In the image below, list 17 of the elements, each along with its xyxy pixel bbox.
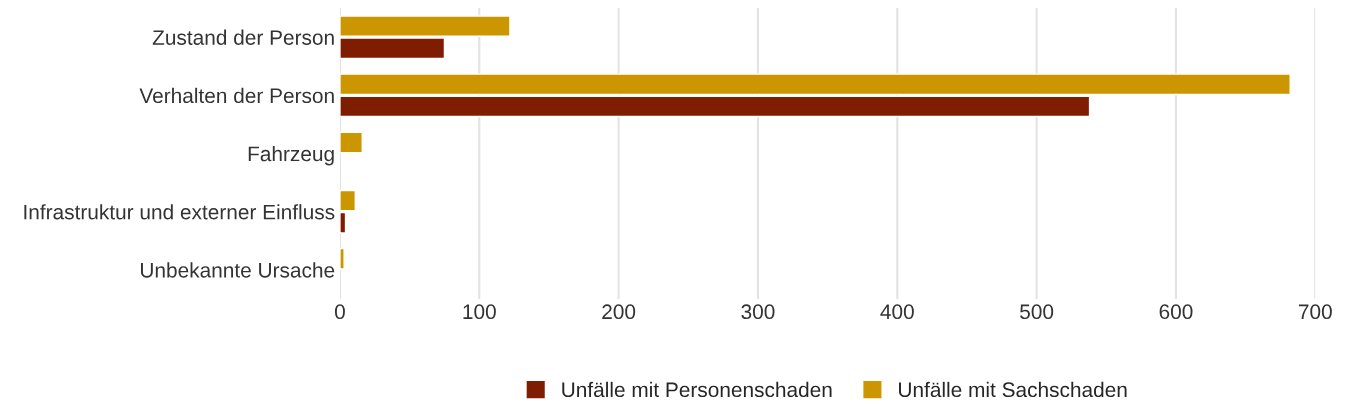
y-tick-label: Unbekannte Ursache (140, 262, 335, 278)
x-tick-label: 300 (741, 304, 775, 320)
bar (339, 247, 345, 270)
x-tick-label: 400 (880, 304, 914, 320)
bar (339, 131, 363, 154)
y-tick-label: Zustand der Person (152, 29, 334, 45)
x-tick-label: 500 (1020, 304, 1054, 320)
legend-label: Unfälle mit Personenschaden (562, 381, 832, 398)
y-tick-label: Verhalten der Person (139, 87, 334, 104)
y-tick-label: Infrastruktur und externer Einfluss (24, 204, 335, 220)
x-tick-label: 0 (334, 304, 345, 320)
y-tick-label: Fahrzeug (248, 145, 334, 166)
x-tick-label: 600 (1159, 304, 1193, 320)
x-tick-label: 100 (463, 304, 496, 320)
x-tick-label: 200 (602, 304, 636, 320)
x-tick-label: 700 (1298, 304, 1332, 320)
legend-label: Unfälle mit Sachschaden (899, 381, 1127, 398)
